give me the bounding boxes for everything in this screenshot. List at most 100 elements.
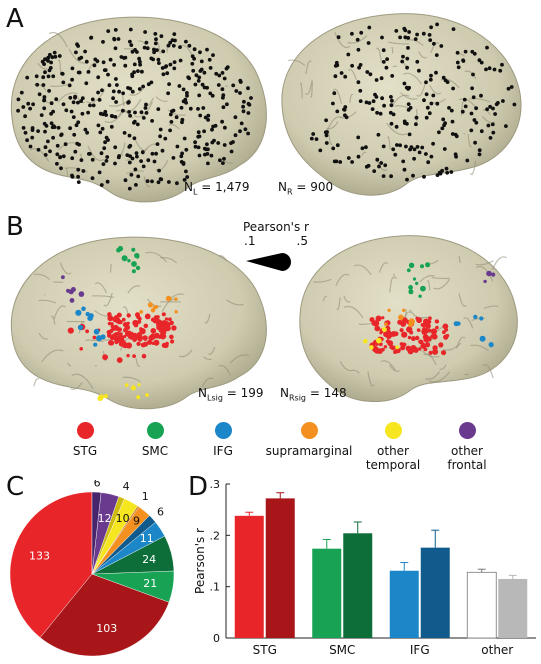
electrode-dot (463, 104, 468, 109)
electrode-dot (130, 156, 135, 161)
electrode-dot (87, 152, 91, 156)
electrode-dot (128, 113, 133, 118)
electrode-dot (86, 110, 90, 115)
electrode-dot (163, 342, 169, 349)
gyrus-line (483, 305, 499, 309)
y-tick-label: 0 (213, 632, 220, 645)
electrode-dot (376, 337, 382, 344)
electrode-dot (421, 31, 426, 36)
gyrus-line (431, 276, 450, 280)
electrode-dot (114, 77, 118, 81)
electrode-dot (184, 100, 189, 105)
electrode-dot (156, 107, 161, 111)
electrode-dot (168, 40, 173, 45)
gyrus-line (135, 357, 141, 367)
electrode-dot (202, 70, 207, 75)
gyrus-line (326, 121, 339, 130)
gyrus-line (145, 251, 167, 263)
legend-dot-other-frontal (458, 422, 476, 439)
gyrus-line (202, 356, 212, 361)
electrode-dot (417, 150, 422, 155)
electrode-dot (311, 132, 316, 136)
electrode-dot (126, 100, 131, 105)
electrode-dot (175, 144, 180, 149)
gyrus-line (343, 295, 351, 303)
electrode-dot (51, 135, 55, 140)
electrode-dot (424, 115, 429, 120)
gyrus-line (122, 376, 142, 383)
gyrus-line (155, 96, 168, 102)
electrode-dot (132, 354, 137, 358)
electrode-dot (374, 78, 379, 82)
electrode-dot (342, 107, 347, 112)
electrode-dot (67, 327, 74, 334)
electrode-dot (333, 74, 338, 79)
pie-label: 6 (157, 506, 164, 519)
electrode-dot (206, 113, 211, 118)
electrode-dot (152, 329, 157, 333)
electrode-dot (79, 347, 83, 351)
electrode-dot (314, 137, 319, 142)
electrode-dot (376, 132, 381, 137)
electrode-dot (242, 99, 246, 104)
x-tick-label: STG (253, 643, 277, 657)
electrode-dot (378, 342, 383, 347)
pie-slice (39, 573, 170, 657)
legend-dot-other-temporal (384, 422, 402, 439)
electrode-dot (479, 129, 484, 134)
gyrus-line (41, 349, 64, 363)
legend-label-other-temporal: other temporal (365, 444, 421, 472)
gyrus-line (491, 256, 508, 271)
electrode-dot (449, 108, 454, 113)
electrode-dot (169, 120, 174, 124)
electrode-dot (51, 74, 56, 79)
electrode-dot (109, 114, 114, 118)
electrode-dot (493, 112, 497, 116)
electrode-dot (48, 149, 52, 154)
electrode-dot (346, 156, 351, 160)
electrode-dot (463, 49, 468, 54)
electrode-dot (114, 100, 118, 104)
electrode-dot (79, 158, 84, 163)
electrode-dot (485, 107, 489, 112)
electrode-dot (417, 68, 421, 73)
electrode-dot (129, 172, 134, 177)
gyrus-line (339, 361, 354, 372)
gyrus-line (147, 298, 162, 308)
electrode-dot (238, 129, 242, 134)
gyrus-line (127, 285, 141, 294)
electrode-dot (145, 393, 149, 397)
electrode-dot (440, 168, 444, 173)
electrode-dot (172, 66, 177, 71)
pie-label: 4 (123, 480, 130, 493)
electrode-dot (435, 325, 439, 330)
electrode-dot (111, 89, 116, 94)
electrode-dot (37, 92, 42, 97)
electrode-dot (183, 97, 188, 102)
electrode-dot (365, 70, 370, 74)
gyrus-line (50, 315, 56, 325)
electrode-dot (178, 45, 182, 49)
gyrus-line (470, 344, 489, 352)
electrode-dot (381, 316, 385, 320)
electrode-dot (203, 152, 207, 157)
electrode-dot (174, 297, 178, 301)
electrode-dot (450, 119, 455, 124)
electrode-dot (431, 141, 435, 146)
electrode-dot (66, 288, 71, 293)
electrode-dot (164, 325, 171, 332)
gyrus-line (442, 342, 462, 351)
electrode-dot (238, 78, 243, 83)
electrode-dot (76, 120, 81, 125)
electrode-dot (479, 93, 483, 98)
electrode-dot (92, 335, 97, 340)
pie-label: 10 (116, 512, 130, 525)
gyrus-line (403, 72, 423, 85)
electrode-dot (173, 38, 177, 43)
electrode-dot (131, 269, 136, 274)
electrode-dot (49, 121, 54, 126)
electrode-dot (444, 166, 449, 171)
electrode-dot (99, 151, 104, 156)
brain-right-b (299, 235, 518, 402)
electrode-dot (174, 310, 178, 314)
